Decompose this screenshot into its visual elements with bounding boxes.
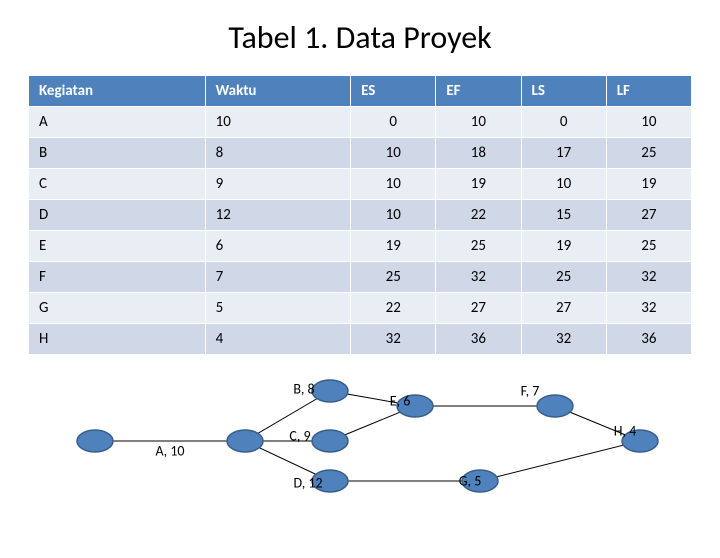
table-cell: 27 [521, 293, 606, 324]
col-header: EF [436, 76, 521, 107]
table-cell: 25 [521, 262, 606, 293]
edge-label: A, 10 [155, 443, 184, 460]
network-node [77, 430, 113, 452]
table-cell: 25 [436, 231, 521, 262]
table-cell: A [29, 107, 206, 138]
table-cell: 19 [521, 231, 606, 262]
table-cell: 17 [521, 138, 606, 169]
edge-label: C, 9 [289, 428, 310, 445]
table-cell: 10 [436, 107, 521, 138]
edge-label: G, 5 [459, 473, 482, 490]
page-title: Tabel 1. Data Proyek [0, 18, 720, 57]
table-cell: 10 [606, 107, 691, 138]
network-svg [0, 361, 720, 501]
table-cell: 10 [351, 138, 436, 169]
edge-label: E, 6 [390, 393, 411, 410]
table-cell: 18 [436, 138, 521, 169]
network-node [312, 380, 348, 402]
table-row: B810181725 [29, 138, 692, 169]
table-cell: C [29, 169, 206, 200]
table-cell: 9 [205, 169, 351, 200]
network-diagram: A, 10 B, 8 C, 9 D, 12 E, 6 G, 5 F, 7 H, 4 [0, 361, 720, 501]
col-header: Waktu [205, 76, 351, 107]
table-cell: 10 [205, 107, 351, 138]
table-cell: 25 [606, 138, 691, 169]
table-cell: 32 [521, 324, 606, 355]
col-header: Kegiatan [29, 76, 206, 107]
table-row: A10010010 [29, 107, 692, 138]
table-row: G522272732 [29, 293, 692, 324]
table-cell: 19 [436, 169, 521, 200]
network-node [227, 430, 263, 452]
table-cell: 32 [606, 293, 691, 324]
table-cell: G [29, 293, 206, 324]
table-cell: 7 [205, 262, 351, 293]
col-header: LF [606, 76, 691, 107]
project-table: KegiatanWaktuESEFLSLF A10010010B81018172… [28, 75, 692, 355]
table-cell: 4 [205, 324, 351, 355]
edge-label: D, 12 [293, 475, 322, 492]
table-header-row: KegiatanWaktuESEFLSLF [29, 76, 692, 107]
table-cell: 27 [436, 293, 521, 324]
table-cell: 0 [351, 107, 436, 138]
edge-label: B, 8 [293, 381, 314, 398]
table-cell: 25 [351, 262, 436, 293]
table-cell: 6 [205, 231, 351, 262]
edge-label: F, 7 [521, 383, 540, 400]
table-cell: 22 [436, 200, 521, 231]
table-cell: 36 [606, 324, 691, 355]
col-header: ES [351, 76, 436, 107]
table-cell: 10 [351, 200, 436, 231]
table-cell: 36 [436, 324, 521, 355]
table-row: C910191019 [29, 169, 692, 200]
project-table-container: KegiatanWaktuESEFLSLF A10010010B81018172… [0, 75, 720, 355]
table-cell: 32 [351, 324, 436, 355]
table-cell: 19 [606, 169, 691, 200]
table-cell: E [29, 231, 206, 262]
table-cell: 12 [205, 200, 351, 231]
network-node [537, 395, 573, 417]
table-cell: H [29, 324, 206, 355]
table-cell: 15 [521, 200, 606, 231]
table-cell: D [29, 200, 206, 231]
table-cell: 8 [205, 138, 351, 169]
table-cell: 10 [521, 169, 606, 200]
table-cell: 10 [351, 169, 436, 200]
col-header: LS [521, 76, 606, 107]
table-row: H432363236 [29, 324, 692, 355]
table-row: D1210221527 [29, 200, 692, 231]
table-cell: F [29, 262, 206, 293]
table-cell: 32 [436, 262, 521, 293]
table-body: A10010010B810181725C910191019D1210221527… [29, 107, 692, 355]
table-cell: B [29, 138, 206, 169]
network-edge [480, 441, 640, 481]
table-cell: 25 [606, 231, 691, 262]
edge-label: H, 4 [614, 423, 636, 440]
table-cell: 19 [351, 231, 436, 262]
network-node [312, 430, 348, 452]
table-cell: 32 [606, 262, 691, 293]
table-cell: 5 [205, 293, 351, 324]
table-cell: 27 [606, 200, 691, 231]
table-row: E619251925 [29, 231, 692, 262]
table-cell: 0 [521, 107, 606, 138]
table-row: F725322532 [29, 262, 692, 293]
table-cell: 22 [351, 293, 436, 324]
